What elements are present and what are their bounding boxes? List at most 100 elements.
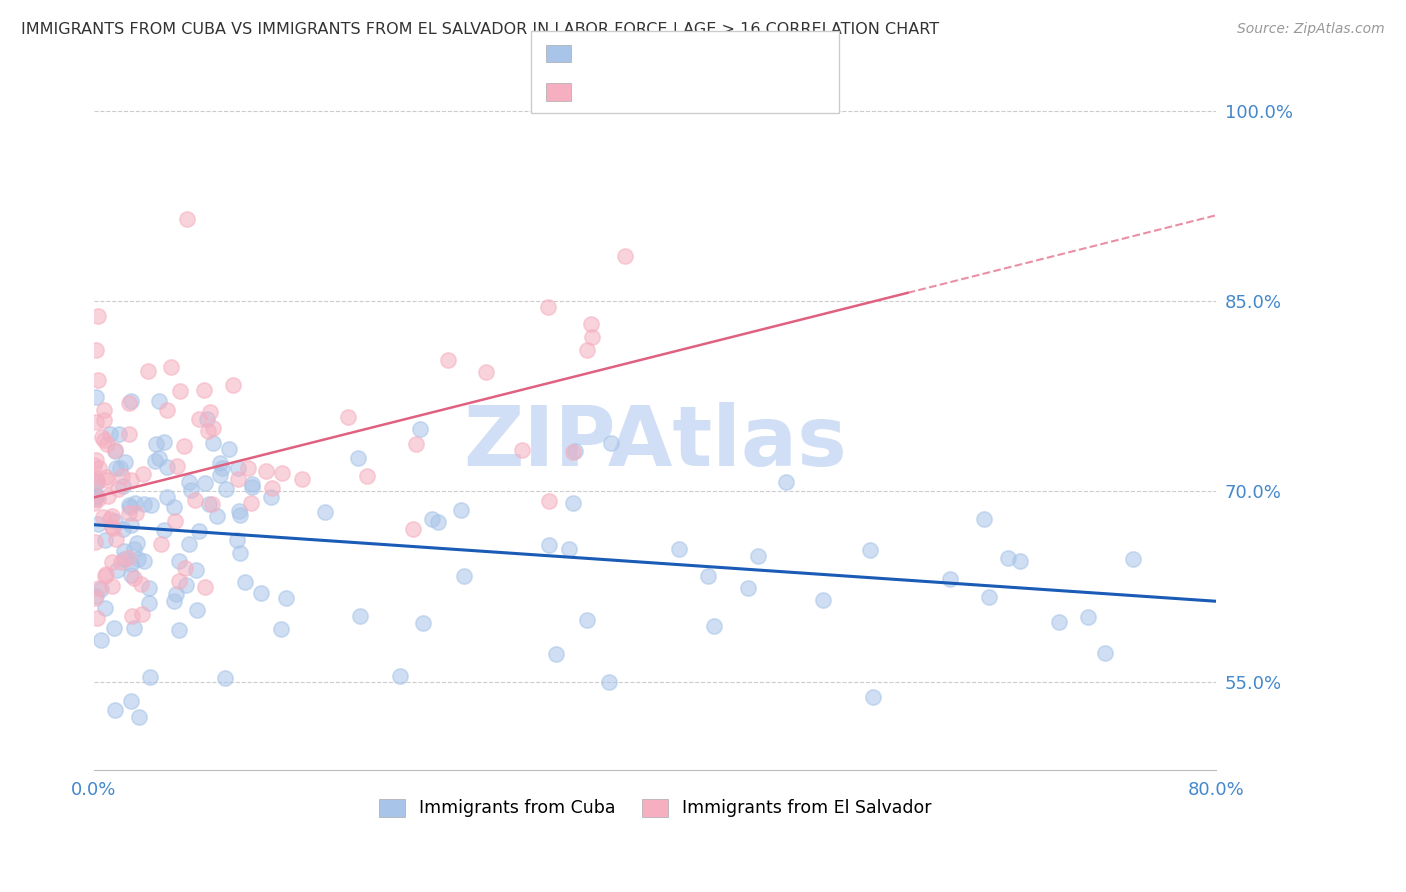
Point [105, 532, 128, 546]
Point [122, 541, 145, 556]
Point [197, 424, 219, 438]
Point [211, 461, 233, 475]
Point [169, 384, 191, 398]
Point [94, 566, 117, 581]
Point [599, 436, 621, 450]
Point [156, 490, 179, 504]
Point [337, 409, 360, 424]
Point [271, 466, 294, 480]
Point [209, 467, 232, 482]
Point [173, 439, 195, 453]
Point [254, 464, 277, 478]
Point [101, 509, 124, 524]
Point [87, 373, 110, 387]
Point [165, 587, 187, 601]
Point [107, 426, 129, 441]
Point [558, 542, 581, 557]
Point [412, 616, 434, 631]
Point [167, 554, 190, 568]
Point [180, 483, 202, 498]
Point [997, 551, 1019, 566]
Text: 89: 89 [762, 83, 793, 101]
Point [1077, 609, 1099, 624]
Point [938, 572, 960, 586]
Point [862, 690, 884, 705]
Point [84, 534, 107, 549]
Point [259, 490, 281, 504]
Point [120, 518, 142, 533]
Point [111, 522, 134, 536]
Point [120, 393, 142, 408]
Point [86, 475, 108, 490]
Point [703, 619, 725, 633]
Point [537, 538, 560, 552]
Point [86, 492, 108, 507]
Point [118, 500, 141, 514]
Text: 0.487: 0.487 [633, 83, 693, 101]
Point [125, 506, 148, 520]
Point [222, 377, 245, 392]
Point [84, 475, 107, 490]
Point [111, 479, 134, 493]
Point [186, 603, 208, 617]
Point [132, 496, 155, 510]
Point [100, 580, 122, 594]
Point [96, 473, 118, 487]
Point [598, 675, 620, 690]
Point [176, 211, 198, 226]
Point [124, 496, 146, 510]
Point [159, 360, 181, 375]
Point [249, 586, 271, 600]
Point [84, 491, 107, 506]
Point [163, 500, 186, 514]
Point [84, 343, 107, 357]
Point [184, 492, 207, 507]
Point [90, 633, 112, 648]
Point [475, 366, 498, 380]
Point [156, 402, 179, 417]
Point [117, 506, 139, 520]
Point [195, 412, 218, 426]
Point [120, 557, 142, 571]
Point [128, 710, 150, 724]
Point [112, 551, 135, 566]
Point [87, 460, 110, 475]
Point [84, 390, 107, 404]
Point [104, 443, 127, 458]
Point [1122, 551, 1144, 566]
Point [198, 404, 221, 418]
Point [167, 623, 190, 637]
Point [108, 460, 131, 475]
Point [405, 437, 427, 451]
Point [87, 581, 110, 595]
Point [859, 542, 882, 557]
Point [101, 521, 124, 535]
Point [83, 470, 105, 484]
Point [100, 426, 122, 441]
Point [105, 562, 128, 576]
Point [228, 503, 250, 517]
Point [86, 474, 108, 488]
Point [228, 460, 250, 475]
Point [127, 536, 149, 550]
Point [409, 422, 432, 436]
Point [537, 300, 560, 314]
Point [91, 430, 114, 444]
Point [124, 621, 146, 635]
Text: N =: N = [717, 46, 756, 64]
Point [131, 607, 153, 621]
Point [96, 437, 118, 451]
Point [129, 576, 152, 591]
Point [239, 496, 262, 510]
Point [93, 601, 115, 615]
Point [120, 694, 142, 708]
Point [103, 443, 125, 458]
Point [122, 571, 145, 585]
Point [149, 537, 172, 551]
Point [138, 581, 160, 595]
Point [104, 514, 127, 528]
Legend: Immigrants from Cuba, Immigrants from El Salvador: Immigrants from Cuba, Immigrants from El… [373, 792, 938, 824]
Point [228, 472, 250, 486]
Point [579, 317, 602, 331]
Point [215, 482, 238, 496]
